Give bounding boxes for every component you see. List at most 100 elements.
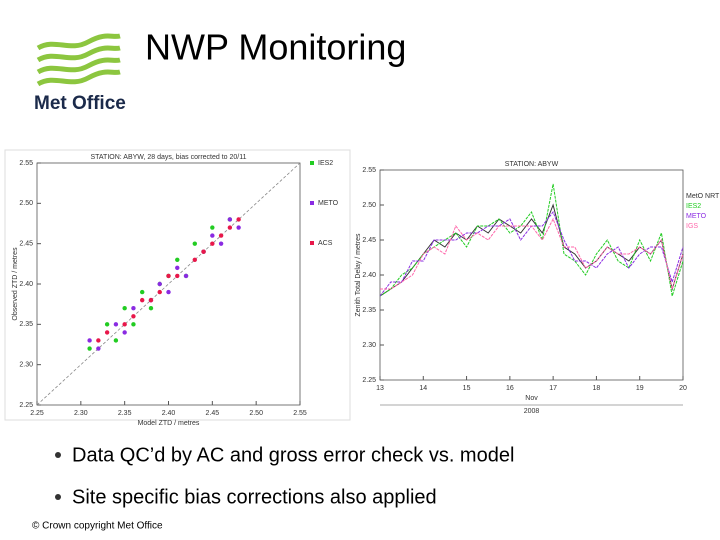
scatter-point	[104, 322, 110, 327]
bullet: Site specific bias corrections also appl…	[72, 486, 437, 508]
scatter-point	[192, 241, 197, 246]
x-tick-label: 2.50	[249, 410, 263, 417]
logo-waves	[36, 33, 121, 87]
scatter-point	[157, 289, 162, 295]
scatter-point	[96, 338, 101, 343]
scatter-point	[210, 225, 215, 230]
scatter-point	[131, 322, 136, 327]
scatter-point	[175, 273, 180, 279]
scatter-point	[210, 233, 215, 238]
scatter-point	[113, 338, 119, 343]
bullet-dot	[55, 452, 61, 458]
y-tick-label: 2.35	[362, 307, 376, 314]
scatter-point	[218, 233, 224, 238]
scatter-point	[166, 289, 171, 295]
scatter-point	[140, 297, 145, 303]
scatter-point	[140, 289, 145, 295]
x-tick-label: 2.30	[74, 410, 88, 417]
legend-label: IGS	[686, 223, 698, 230]
footer: © Crown copyright Met Office	[32, 521, 163, 532]
scatter-point	[87, 338, 92, 343]
y-tick-label: 2.45	[19, 241, 33, 248]
scatter-point	[87, 346, 92, 351]
y-axis-label: Zenith Total Delay / metres	[355, 233, 362, 317]
one-to-one-line	[36, 162, 301, 406]
data-line	[379, 210, 684, 297]
legend-swatch	[310, 201, 314, 205]
slide-title: NWP Monitoring	[145, 27, 406, 68]
plot-frame	[379, 169, 684, 381]
bullet-dot	[55, 494, 61, 500]
scatter-point	[113, 322, 119, 327]
scatter-point	[236, 217, 241, 222]
scatter-point	[148, 306, 154, 311]
y-tick-label: 2.45	[362, 237, 376, 244]
scatter-point	[148, 297, 154, 303]
data-line	[380, 217, 684, 291]
x-tick-label: 16	[506, 385, 514, 392]
legend-swatch	[310, 241, 314, 245]
y-tick-label: 2.25	[19, 402, 33, 409]
y-tick-label: 2.35	[19, 321, 33, 328]
chart-title: STATION: ABYW, 28 days, bias corrected t…	[90, 154, 246, 161]
x-tick-label: 17	[549, 385, 557, 392]
scatter-point	[157, 281, 162, 287]
scatter-point	[96, 346, 101, 351]
y-axis-label: Observed ZTD / metres	[12, 247, 19, 321]
x-tick-label: 20	[679, 385, 687, 392]
data-line	[379, 183, 684, 297]
scatter-point	[183, 273, 189, 279]
y-tick-label: 2.30	[19, 362, 33, 369]
x-tick-label: 18	[593, 385, 601, 392]
x-tick-label: 2.40	[162, 410, 176, 417]
legend-label: IES2	[686, 203, 701, 210]
y-tick-label: 2.50	[362, 202, 376, 209]
scatter-point	[122, 306, 127, 311]
figure-frame	[4, 149, 351, 421]
scatter-point	[227, 225, 233, 230]
scatter-point	[166, 273, 171, 279]
x-tick-label: 2.45	[206, 410, 220, 417]
scatter-point	[201, 249, 206, 254]
scatter-point	[131, 314, 136, 319]
scatter-point	[104, 330, 110, 335]
x-axis-sublabel: 2008	[524, 408, 540, 415]
x-tick-label: 15	[463, 385, 471, 392]
bullet: Data QC’d by AC and gross error check vs…	[72, 444, 514, 466]
x-tick-label: 2.55	[293, 410, 307, 417]
y-tick-label: 2.40	[19, 281, 33, 288]
scatter-point	[236, 225, 241, 230]
x-tick-label: 13	[376, 385, 384, 392]
scatter-point	[227, 217, 233, 222]
legend-label: ACS	[318, 240, 333, 247]
y-tick-label: 2.40	[362, 272, 376, 279]
x-axis-label: Model ZTD / metres	[138, 420, 200, 427]
legend-label: MetO NRT	[686, 193, 720, 200]
legend-label: METO	[686, 213, 707, 220]
scatter-point	[210, 241, 215, 246]
logo-text: Met Office	[34, 93, 126, 114]
y-tick-label: 2.25	[362, 377, 376, 384]
data-line	[379, 203, 684, 297]
y-tick-label: 2.30	[362, 342, 376, 349]
x-axis-label: Nov	[525, 395, 538, 402]
scatter-point	[122, 322, 127, 327]
y-tick-label: 2.55	[19, 160, 33, 167]
scatter-point	[175, 257, 180, 262]
legend-label: METO	[318, 200, 339, 207]
y-tick-label: 2.55	[362, 167, 376, 174]
y-tick-label: 2.50	[19, 200, 33, 207]
x-tick-label: 2.25	[30, 410, 44, 417]
x-tick-label: 14	[419, 385, 427, 392]
scatter-point	[192, 257, 197, 262]
legend-label: IES2	[318, 160, 333, 167]
scatter-point	[131, 306, 136, 311]
scatter-point	[218, 241, 224, 246]
x-tick-label: 2.35	[118, 410, 132, 417]
legend-swatch	[310, 161, 314, 165]
scatter-point	[122, 330, 127, 335]
x-tick-label: 19	[636, 385, 644, 392]
scatter-point	[175, 265, 180, 271]
chart-title: STATION: ABYW	[505, 161, 559, 168]
